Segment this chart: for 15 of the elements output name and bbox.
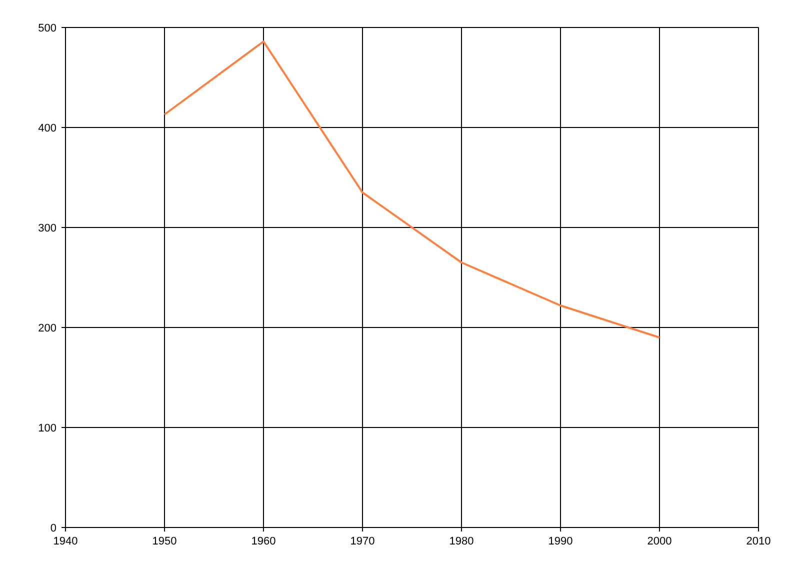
x-tick-label: 2000 [647,536,672,548]
y-tick-label: 300 [38,222,57,234]
line-series [164,40,660,338]
y-tick-label: 200 [38,322,57,334]
y-tick-label: 0 [50,522,57,534]
y-tick-label: 500 [38,22,57,34]
x-tick-label: 1960 [251,536,276,548]
x-tick-label: 1980 [449,536,474,548]
y-tick-label: 400 [38,122,57,134]
x-tick-label: 1940 [53,536,78,548]
x-tick-label: 1990 [548,536,573,548]
x-tick-label: 2010 [746,536,771,548]
x-tick-label: 1970 [350,536,375,548]
x-tick-label: 1950 [152,536,177,548]
y-tick-label: 100 [38,422,57,434]
